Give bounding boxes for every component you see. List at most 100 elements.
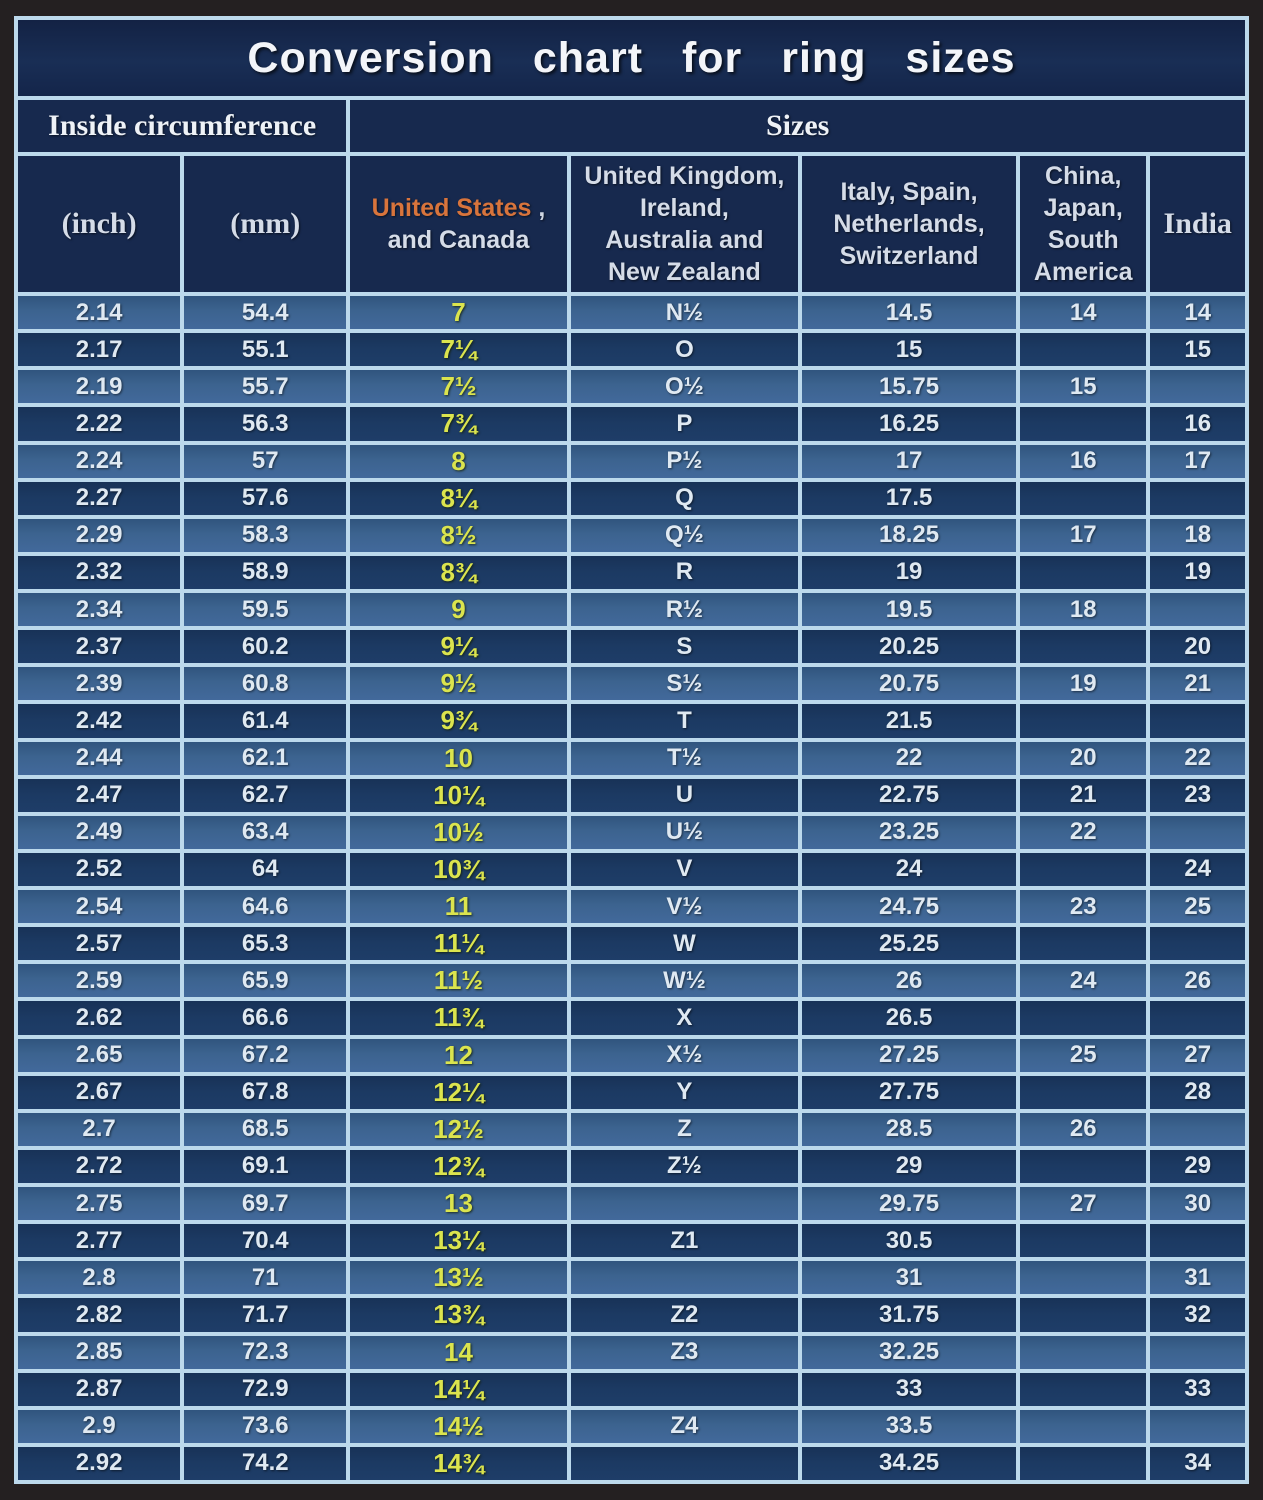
table-row: 2.47 62.7 10¼ U 22.75 21 23 bbox=[13, 774, 1249, 816]
cell-italy: 19 bbox=[798, 551, 1020, 594]
cell-inch: 2.34 bbox=[13, 588, 185, 631]
cell-mm: 69.1 bbox=[180, 1145, 351, 1188]
cell-uk: X bbox=[566, 997, 803, 1039]
cell-inch: 2.24 bbox=[13, 440, 185, 482]
cell-us: 11¾ bbox=[346, 997, 571, 1039]
cell-mm: 71.7 bbox=[180, 1294, 351, 1336]
cell-china: 16 bbox=[1015, 440, 1151, 482]
cell-mm: 70.4 bbox=[180, 1220, 351, 1262]
cell-inch: 2.52 bbox=[13, 848, 185, 891]
group-header-sizes: Sizes bbox=[346, 96, 1249, 156]
cell-italy: 19.5 bbox=[798, 588, 1020, 631]
cell-us: 8¼ bbox=[346, 477, 571, 519]
cell-us: 13½ bbox=[346, 1257, 571, 1299]
cell-china bbox=[1015, 1405, 1151, 1447]
cell-uk: P½ bbox=[566, 440, 803, 482]
cell-india: 26 bbox=[1146, 960, 1249, 1002]
cell-mm: 60.2 bbox=[180, 626, 351, 668]
cell-us: 12¼ bbox=[346, 1071, 571, 1113]
column-header-inch: (inch) bbox=[13, 152, 185, 296]
cell-uk: R½ bbox=[566, 588, 803, 631]
cell-india bbox=[1146, 1108, 1249, 1150]
cell-mm: 57.6 bbox=[180, 477, 351, 519]
cell-us: 10 bbox=[346, 737, 571, 779]
cell-china bbox=[1015, 1442, 1151, 1485]
table-row: 2.54 64.6 11 V½ 24.75 23 25 bbox=[13, 885, 1249, 928]
cell-mm: 69.7 bbox=[180, 1182, 351, 1225]
cell-italy: 17.5 bbox=[798, 477, 1020, 519]
cell-mm: 72.9 bbox=[180, 1368, 351, 1410]
cell-us: 9 bbox=[346, 588, 571, 631]
table-row: 2.42 61.4 9¾ T 21.5 bbox=[13, 700, 1249, 742]
cell-china: 17 bbox=[1015, 514, 1151, 556]
cell-italy: 15.75 bbox=[798, 366, 1020, 408]
cell-mm: 74.2 bbox=[180, 1442, 351, 1485]
cell-italy: 22 bbox=[798, 737, 1020, 779]
cell-uk: R bbox=[566, 551, 803, 594]
cell-uk: Z1 bbox=[566, 1220, 803, 1262]
cell-italy: 28.5 bbox=[798, 1108, 1020, 1150]
cell-us: 9½ bbox=[346, 663, 571, 705]
cell-uk: T½ bbox=[566, 737, 803, 779]
cell-china: 25 bbox=[1015, 1034, 1151, 1076]
table-row: 2.7 68.5 12½ Z 28.5 26 bbox=[13, 1108, 1249, 1150]
cell-china bbox=[1015, 700, 1151, 742]
cell-india bbox=[1146, 1405, 1249, 1447]
cell-china: 24 bbox=[1015, 960, 1151, 1002]
cell-mm: 64 bbox=[180, 848, 351, 891]
cell-us: 9¼ bbox=[346, 626, 571, 668]
cell-india: 15 bbox=[1146, 329, 1249, 371]
cell-uk: Z2 bbox=[566, 1294, 803, 1336]
cell-us: 11 bbox=[346, 885, 571, 928]
cell-india: 23 bbox=[1146, 774, 1249, 816]
table-row: 2.67 67.8 12¼ Y 27.75 28 bbox=[13, 1071, 1249, 1113]
cell-us: 10½ bbox=[346, 811, 571, 853]
cell-inch: 2.14 bbox=[13, 291, 185, 334]
column-header-mm: (mm) bbox=[180, 152, 351, 296]
cell-inch: 2.85 bbox=[13, 1331, 185, 1373]
table-row: 2.22 56.3 7¾ P 16.25 16 bbox=[13, 403, 1249, 445]
cell-uk: U½ bbox=[566, 811, 803, 853]
table-row: 2.65 67.2 12 X½ 27.25 25 27 bbox=[13, 1034, 1249, 1076]
cell-uk: Z bbox=[566, 1108, 803, 1150]
cell-india: 27 bbox=[1146, 1034, 1249, 1076]
cell-italy: 16.25 bbox=[798, 403, 1020, 445]
cell-us: 9¾ bbox=[346, 700, 571, 742]
cell-mm: 68.5 bbox=[180, 1108, 351, 1150]
cell-mm: 57 bbox=[180, 440, 351, 482]
cell-us: 13¼ bbox=[346, 1220, 571, 1262]
column-header-uk-group: United Kingdom, Ireland, Australia and N… bbox=[566, 152, 803, 296]
cell-china: 14 bbox=[1015, 291, 1151, 334]
cell-china bbox=[1015, 1257, 1151, 1299]
cell-mm: 62.1 bbox=[180, 737, 351, 779]
cell-mm: 64.6 bbox=[180, 885, 351, 928]
column-header-china-group: China, Japan, South America bbox=[1015, 152, 1151, 296]
cell-china: 27 bbox=[1015, 1182, 1151, 1225]
cell-mm: 55.1 bbox=[180, 329, 351, 371]
cell-china bbox=[1015, 1368, 1151, 1410]
cell-india: 31 bbox=[1146, 1257, 1249, 1299]
cell-china: 22 bbox=[1015, 811, 1151, 853]
cell-mm: 59.5 bbox=[180, 588, 351, 631]
cell-italy: 26.5 bbox=[798, 997, 1020, 1039]
cell-us: 10¾ bbox=[346, 848, 571, 891]
cell-italy: 30.5 bbox=[798, 1220, 1020, 1262]
cell-china bbox=[1015, 1071, 1151, 1113]
cell-inch: 2.29 bbox=[13, 514, 185, 556]
cell-us: 14¾ bbox=[346, 1442, 571, 1485]
cell-china bbox=[1015, 551, 1151, 594]
cell-india bbox=[1146, 811, 1249, 853]
cell-china bbox=[1015, 1331, 1151, 1373]
table-row: 2.8 71 13½ 31 31 bbox=[13, 1257, 1249, 1299]
cell-india: 34 bbox=[1146, 1442, 1249, 1485]
table-row: 2.17 55.1 7¼ O 15 15 bbox=[13, 329, 1249, 371]
cell-us: 8½ bbox=[346, 514, 571, 556]
cell-india bbox=[1146, 1331, 1249, 1373]
table-row: 2.49 63.4 10½ U½ 23.25 22 bbox=[13, 811, 1249, 853]
cell-inch: 2.82 bbox=[13, 1294, 185, 1336]
table-row: 2.92 74.2 14¾ 34.25 34 bbox=[13, 1442, 1249, 1485]
cell-italy: 24 bbox=[798, 848, 1020, 891]
table-row: 2.57 65.3 11¼ W 25.25 bbox=[13, 923, 1249, 965]
page-title: Conversion chart for ring sizes bbox=[14, 16, 1249, 100]
cell-india: 18 bbox=[1146, 514, 1249, 556]
